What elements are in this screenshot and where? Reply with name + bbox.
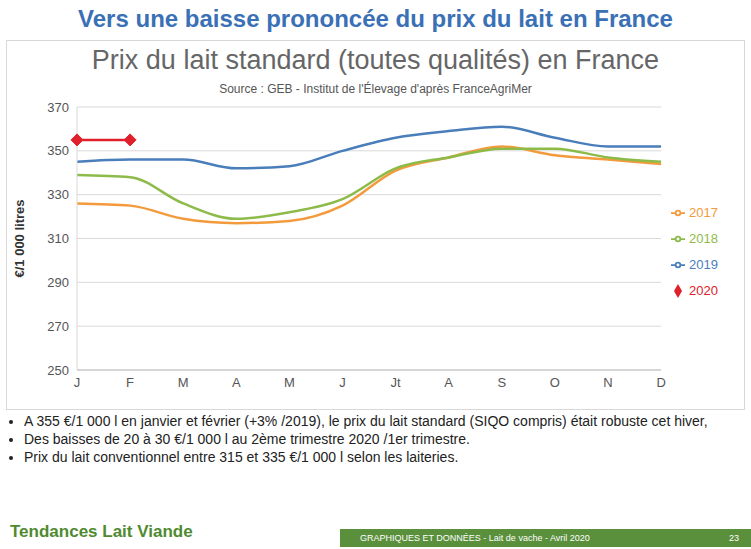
html-text:Tendances Lait Viande: Tendances Lait Viande [10, 521, 193, 541]
svg-text:A: A [232, 375, 241, 390]
html-text:Prix du lait conventionnel ent: Prix du lait conventionnel entre 315 et … [24, 449, 459, 465]
html-text:GRAPHIQUES ET DONNÉES - Lait d: GRAPHIQUES ET DONNÉES - Lait de vache - … [360, 532, 590, 543]
svg-text:N: N [603, 375, 612, 390]
html-text:2019: 2019 [689, 256, 718, 272]
html-text:A 355 €/1 000 l en janvier et: A 355 €/1 000 l en janvier et février (+… [24, 413, 708, 429]
svg-text:M: M [284, 375, 295, 390]
svg-text:J: J [74, 375, 81, 390]
svg-text:S: S [497, 375, 506, 390]
svg-text:250: 250 [47, 363, 69, 378]
html-text:2018: 2018 [689, 230, 718, 246]
svg-text:M: M [178, 375, 189, 390]
html-text:2020: 2020 [689, 282, 718, 298]
svg-text:F: F [126, 375, 134, 390]
svg-text:A: A [444, 375, 453, 390]
svg-text:O: O [550, 375, 560, 390]
html-text:Source : GEB - Institut de l'É: Source : GEB - Institut de l'Élevage d'a… [219, 82, 532, 96]
html-text:Des baisses de 20 à 30 €/1 000: Des baisses de 20 à 30 €/1 000 l au 2ème… [24, 431, 470, 447]
html-text:Prix du lait standard (toutes: Prix du lait standard (toutes qualités) … [91, 45, 660, 75]
svg-text:290: 290 [47, 275, 69, 290]
svg-text:310: 310 [47, 231, 69, 246]
svg-text:Jt: Jt [391, 375, 402, 390]
html-text:23: 23 [729, 532, 739, 543]
html-text:2017: 2017 [689, 204, 718, 220]
svg-text:330: 330 [47, 187, 69, 202]
svg-text:J: J [339, 375, 346, 390]
html-text:Vers une baisse prononcée du p: Vers une baisse prononcée du prix du lai… [78, 5, 673, 32]
svg-text:370: 370 [47, 100, 69, 115]
svg-text:D: D [656, 375, 665, 390]
svg-text:350: 350 [47, 143, 69, 158]
svg-text:270: 270 [47, 319, 69, 334]
svg-text:€/1 000 litres: €/1 000 litres [12, 199, 27, 277]
